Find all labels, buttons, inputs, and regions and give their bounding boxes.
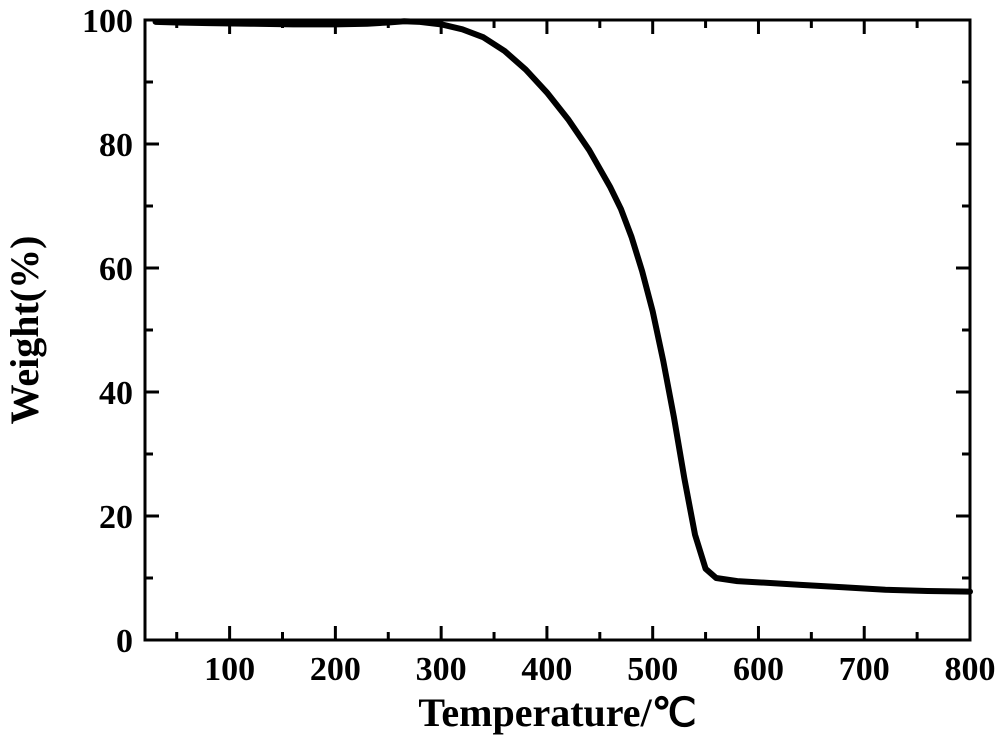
y-tick-label: 40 — [99, 375, 133, 412]
x-tick-label: 600 — [733, 651, 784, 688]
x-tick-label: 500 — [627, 651, 678, 688]
y-tick-label: 0 — [116, 623, 133, 660]
chart-background — [0, 0, 1000, 756]
x-tick-label: 200 — [310, 651, 361, 688]
x-tick-label: 400 — [521, 651, 572, 688]
y-tick-label: 80 — [99, 127, 133, 164]
y-tick-label: 20 — [99, 499, 133, 536]
tga-chart: 100 200 300 400 500 600 700 800 0 20 40 60 80 100 Temp… — [0, 0, 1000, 756]
x-tick-label: 100 — [204, 651, 255, 688]
x-tick-label: 800 — [945, 651, 996, 688]
y-tick-label: 100 — [82, 3, 133, 40]
y-axis-title: Weight(%) — [2, 236, 47, 425]
x-tick-label: 700 — [839, 651, 890, 688]
y-tick-label: 60 — [99, 251, 133, 288]
chart-svg: 100 200 300 400 500 600 700 800 0 20 40 60 80 100 Temp… — [0, 0, 1000, 756]
x-axis-title: Temperature/℃ — [418, 690, 696, 735]
x-tick-label: 300 — [416, 651, 467, 688]
